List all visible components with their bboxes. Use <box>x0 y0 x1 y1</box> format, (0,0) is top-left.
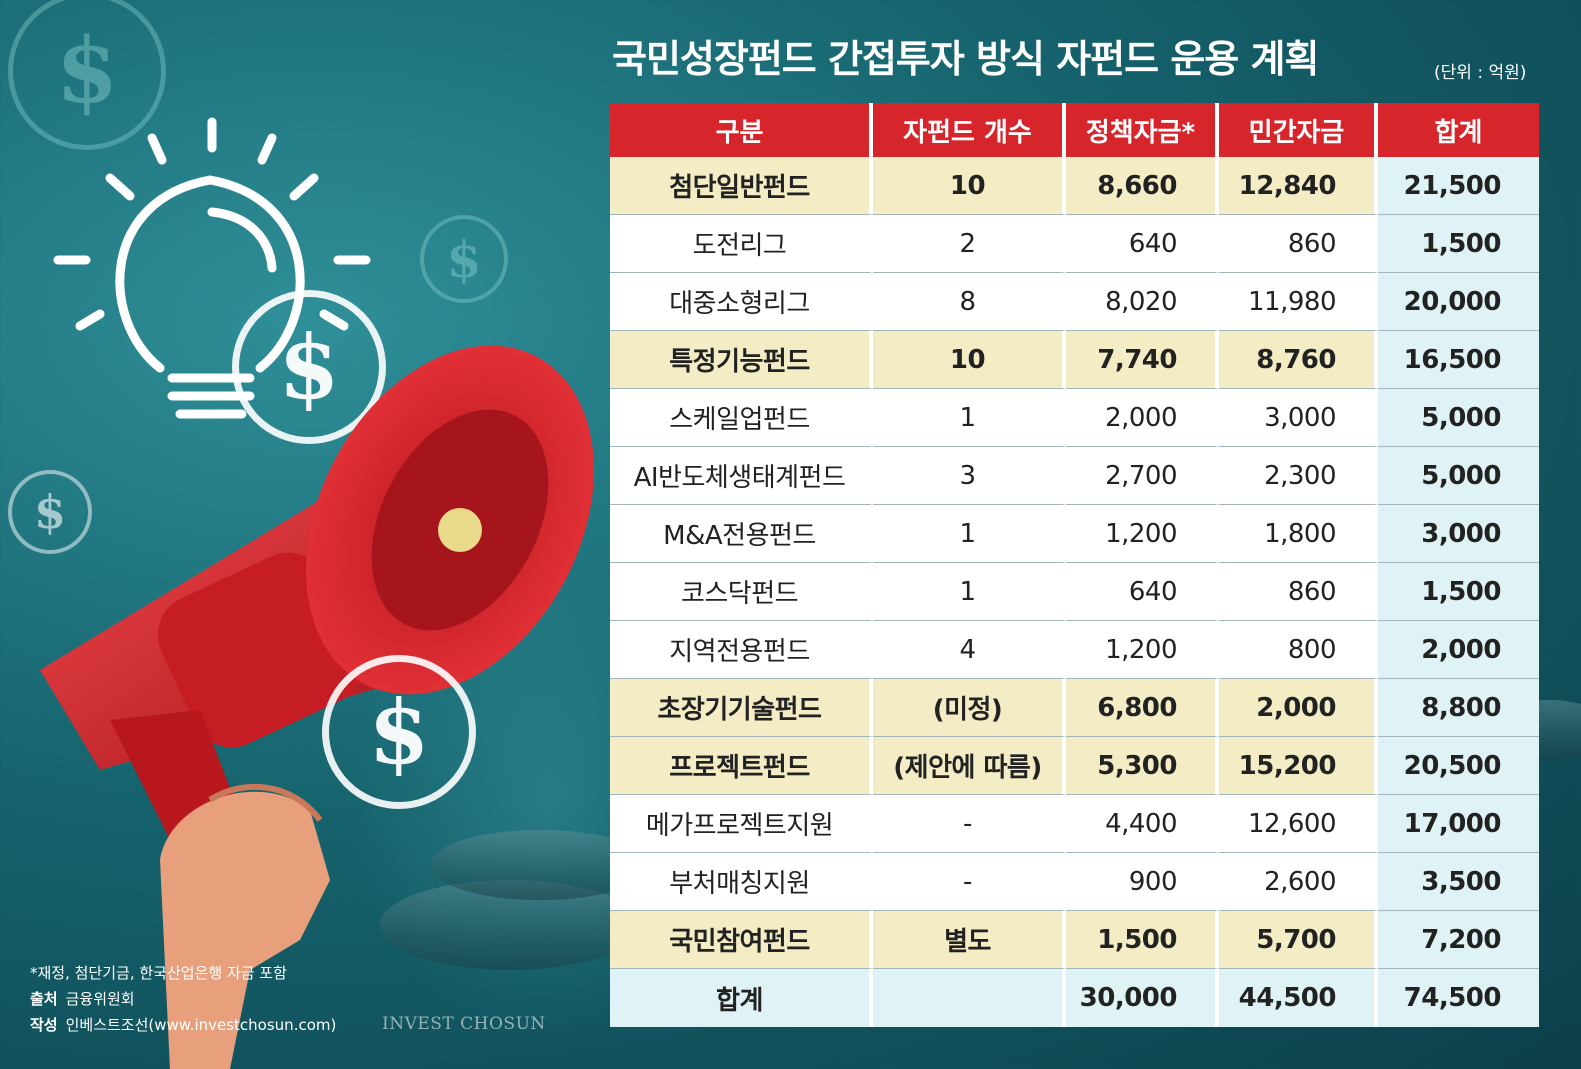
cell-total: 5,000 <box>1378 447 1539 505</box>
cell-count: 8 <box>873 273 1066 331</box>
cell-name: 프로젝트펀드 <box>610 737 873 795</box>
cell-total: 20,000 <box>1378 273 1539 331</box>
cell-total: 20,500 <box>1378 737 1539 795</box>
cell-count <box>873 969 1066 1027</box>
author-label: 작성 <box>30 1016 58 1034</box>
cell-private: 8,760 <box>1219 331 1378 389</box>
cell-name: 부처매칭지원 <box>610 853 873 911</box>
cell-private: 2,300 <box>1219 447 1378 505</box>
author-line: 작성 인베스트조선(www.investchosun.com) <box>30 1014 336 1035</box>
cell-name: 첨단일반펀드 <box>610 157 873 215</box>
cell-name: 지역전용펀드 <box>610 621 873 679</box>
cell-name: 특정기능펀드 <box>610 331 873 389</box>
cell-policy: 4,400 <box>1066 795 1219 853</box>
cell-total: 8,800 <box>1378 679 1539 737</box>
cell-count: 1 <box>873 505 1066 563</box>
cell-name: 국민참여펀드 <box>610 911 873 969</box>
cell-private: 800 <box>1219 621 1378 679</box>
cell-count: 4 <box>873 621 1066 679</box>
cell-name: 초장기기술펀드 <box>610 679 873 737</box>
cell-total: 16,500 <box>1378 331 1539 389</box>
cell-policy: 640 <box>1066 563 1219 621</box>
cell-total: 2,000 <box>1378 621 1539 679</box>
cell-total: 3,500 <box>1378 853 1539 911</box>
footnote: *재정, 첨단기금, 한국산업은행 자금 포함 <box>30 964 287 982</box>
cell-total: 1,500 <box>1378 563 1539 621</box>
cell-count: 별도 <box>873 911 1066 969</box>
cell-policy: 8,020 <box>1066 273 1219 331</box>
megaphone-icon <box>40 345 594 860</box>
cell-private: 11,980 <box>1219 273 1378 331</box>
cell-total: 1,500 <box>1378 215 1539 273</box>
cell-name: 도전리그 <box>610 215 873 273</box>
cell-name: AI반도체생태계펀드 <box>610 447 873 505</box>
cell-policy: 640 <box>1066 215 1219 273</box>
header-private: 민간자금 <box>1219 103 1378 157</box>
cell-total: 5,000 <box>1378 389 1539 447</box>
cell-count: (제안에 따름) <box>873 737 1066 795</box>
source-label: 출처 <box>30 990 58 1008</box>
cell-private: 15,200 <box>1219 737 1378 795</box>
cell-policy: 900 <box>1066 853 1219 911</box>
cell-private: 5,700 <box>1219 911 1378 969</box>
dollar-icon: $ <box>232 290 386 444</box>
cell-policy: 1,500 <box>1066 911 1219 969</box>
dollar-icon: $ <box>322 655 476 809</box>
author-text: 인베스트조선(www.investchosun.com) <box>65 1016 337 1034</box>
cell-name: 스케일업펀드 <box>610 389 873 447</box>
source-text: 금융위원회 <box>65 990 135 1008</box>
cell-policy: 7,740 <box>1066 331 1219 389</box>
dollar-icon: $ <box>8 470 92 554</box>
cell-count: - <box>873 795 1066 853</box>
cell-private: 2,000 <box>1219 679 1378 737</box>
cell-count: (미정) <box>873 679 1066 737</box>
cell-private: 3,000 <box>1219 389 1378 447</box>
cell-total: 21,500 <box>1378 157 1539 215</box>
cell-policy: 6,800 <box>1066 679 1219 737</box>
cell-name: M&A전용펀드 <box>610 505 873 563</box>
cell-count: 1 <box>873 389 1066 447</box>
header-policy: 정책자금* <box>1066 103 1219 157</box>
header-total: 합계 <box>1378 103 1539 157</box>
cell-policy: 8,660 <box>1066 157 1219 215</box>
cell-policy: 1,200 <box>1066 505 1219 563</box>
fund-table: 구분 자펀드 개수 정책자금* 민간자금 합계 첨단일반펀드 10 8,660 12,… <box>610 103 1539 1027</box>
cell-private: 860 <box>1219 215 1378 273</box>
cell-policy: 30,000 <box>1066 969 1219 1027</box>
dollar-icon: $ <box>8 0 166 150</box>
cell-private: 1,800 <box>1219 505 1378 563</box>
cell-name: 메가프로젝트지원 <box>610 795 873 853</box>
brand-watermark: INVEST CHOSUN <box>382 1014 546 1034</box>
cell-count: - <box>873 853 1066 911</box>
dollar-icon: $ <box>420 215 508 303</box>
header-count: 자펀드 개수 <box>873 103 1066 157</box>
cell-total: 74,500 <box>1378 969 1539 1027</box>
cell-count: 1 <box>873 563 1066 621</box>
hand-icon <box>160 783 330 1069</box>
cell-count: 10 <box>873 157 1066 215</box>
cell-policy: 1,200 <box>1066 621 1219 679</box>
cell-private: 12,840 <box>1219 157 1378 215</box>
cell-policy: 5,300 <box>1066 737 1219 795</box>
cell-total: 3,000 <box>1378 505 1539 563</box>
source-line: 출처 금융위원회 <box>30 988 135 1009</box>
cell-private: 860 <box>1219 563 1378 621</box>
cell-count: 3 <box>873 447 1066 505</box>
cell-private: 2,600 <box>1219 853 1378 911</box>
header-category: 구분 <box>610 103 873 157</box>
cell-count: 2 <box>873 215 1066 273</box>
cell-name: 합계 <box>610 969 873 1027</box>
cell-name: 코스닥펀드 <box>610 563 873 621</box>
cell-policy: 2,700 <box>1066 447 1219 505</box>
unit-label: (단위 : 억원) <box>1434 63 1527 83</box>
cell-policy: 2,000 <box>1066 389 1219 447</box>
cell-private: 12,600 <box>1219 795 1378 853</box>
cell-name: 대중소형리그 <box>610 273 873 331</box>
page-title: 국민성장펀드 간접투자 방식 자펀드 운용 계획 <box>612 37 1319 81</box>
cell-total: 17,000 <box>1378 795 1539 853</box>
cell-total: 7,200 <box>1378 911 1539 969</box>
cell-count: 10 <box>873 331 1066 389</box>
cell-private: 44,500 <box>1219 969 1378 1027</box>
